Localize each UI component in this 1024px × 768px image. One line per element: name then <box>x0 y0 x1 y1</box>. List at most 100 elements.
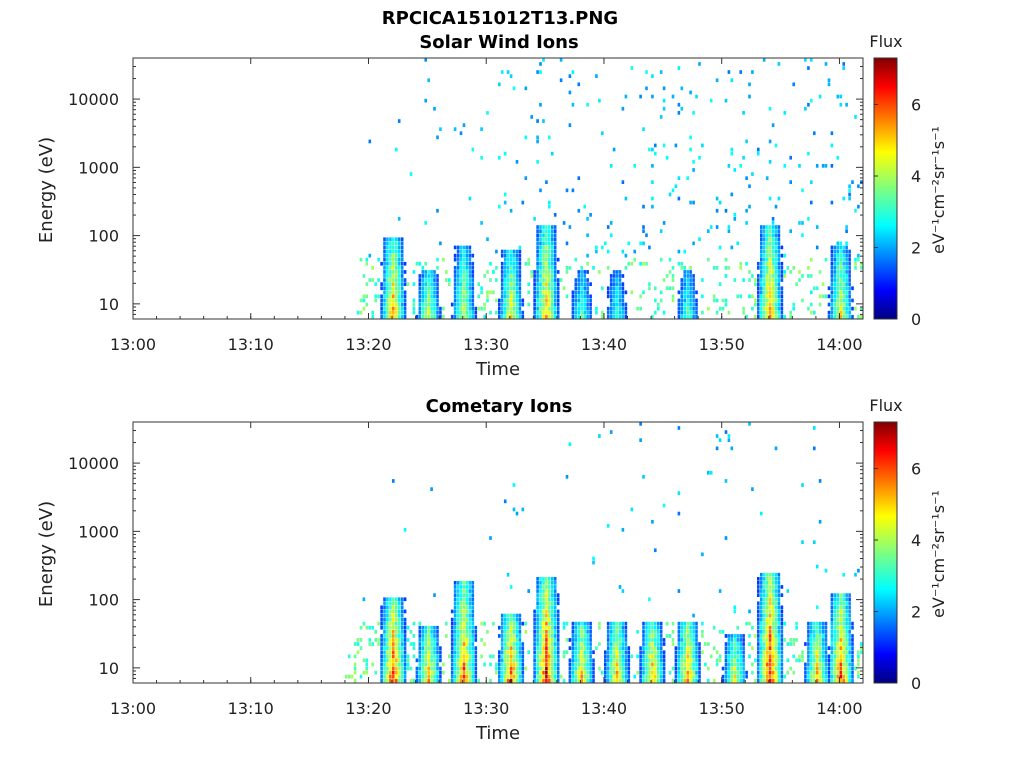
spectrogram-cell <box>389 261 392 266</box>
spectrogram-cell <box>545 674 548 679</box>
spectrogram-cell <box>500 298 504 303</box>
spectrogram-cell <box>686 634 689 638</box>
spectrogram-cell <box>551 625 554 630</box>
spectrogram-cell <box>421 282 425 286</box>
spectrogram-cell <box>730 78 734 83</box>
spectrogram-cell <box>400 286 404 291</box>
spectrogram-cell <box>386 605 389 610</box>
spectrogram-cell <box>377 642 380 646</box>
spectrogram-cell <box>539 621 542 626</box>
spectrogram-cell <box>615 674 619 679</box>
spectrogram-cell <box>768 286 772 291</box>
spectrogram-cell <box>677 66 681 70</box>
spectrogram-cell <box>609 282 613 286</box>
spectrogram-cell <box>518 613 522 618</box>
spectrogram-cell <box>503 650 507 655</box>
spectrogram-cell <box>765 625 769 630</box>
spectrogram-cell <box>430 630 433 634</box>
spectrogram-cell <box>500 306 504 311</box>
spectrogram-cell <box>777 225 781 229</box>
spectrogram-cell <box>857 670 860 675</box>
spectrogram-cell <box>851 674 854 679</box>
spectrogram-cell <box>636 306 639 311</box>
spectrogram-cell <box>701 630 704 634</box>
spectrogram-cell <box>577 658 581 663</box>
spectrogram-cell <box>757 662 760 667</box>
spectrogram-cell <box>539 625 542 630</box>
spectrogram-cell <box>680 654 684 659</box>
colorbar-unit: eV⁻¹cm⁻²sr⁻¹s⁻¹ <box>929 126 948 254</box>
spectrogram-cell <box>500 678 504 683</box>
spectrogram-cell <box>730 147 734 152</box>
spectrogram-cell <box>677 298 681 303</box>
spectrogram-cell <box>680 621 684 626</box>
spectrogram-cell <box>618 630 622 634</box>
spectrogram-cell <box>686 625 689 630</box>
spectrogram-cell <box>553 617 557 622</box>
spectrogram-cell <box>498 634 501 638</box>
spectrogram-cell <box>839 621 843 626</box>
spectrogram-cell <box>851 314 854 319</box>
spectrogram-cell <box>509 274 513 278</box>
spectrogram-cell <box>771 638 775 642</box>
spectrogram-cell <box>686 658 689 663</box>
spectrogram-cell <box>536 237 539 242</box>
spectrogram-cell <box>774 642 778 646</box>
spectrogram-cell <box>506 674 510 679</box>
spectrogram-cell <box>553 302 557 307</box>
spectrogram-cell <box>777 266 781 270</box>
spectrogram-cell <box>539 282 542 286</box>
spectrogram-cell <box>503 261 507 266</box>
spectrogram-cell <box>639 94 642 99</box>
spectrogram-cell <box>618 666 622 671</box>
spectrogram-cell <box>774 286 778 291</box>
spectrogram-cell <box>765 253 769 258</box>
spectrogram-cell <box>851 298 854 303</box>
spectrogram-cell <box>515 666 519 671</box>
spectrogram-cell <box>506 274 510 278</box>
spectrogram-cell <box>509 261 513 266</box>
spectrogram-cell <box>677 666 681 671</box>
spectrogram-cell <box>577 654 581 659</box>
spectrogram-cell <box>386 245 389 250</box>
spectrogram-cell <box>512 650 516 655</box>
spectrogram-cell <box>533 302 536 307</box>
spectrogram-cell <box>612 302 616 307</box>
spectrogram-cell <box>498 662 501 667</box>
spectrogram-cell <box>760 253 763 258</box>
spectrogram-cell <box>551 270 554 274</box>
spectrogram-cell <box>500 634 504 638</box>
spectrogram-cell <box>712 678 716 683</box>
spectrogram-cell <box>692 111 695 115</box>
spectrogram-cell <box>848 674 851 679</box>
spectrogram-cell <box>515 294 519 299</box>
spectrogram-cell <box>430 662 433 667</box>
spectrogram-cell <box>551 241 554 246</box>
spectrogram-cell <box>742 646 745 650</box>
spectrogram-cell <box>760 581 763 585</box>
spectrogram-cell <box>542 666 545 671</box>
spectrogram-cell <box>815 605 819 610</box>
spectrogram-cell <box>624 646 628 650</box>
spectrogram-cell <box>689 286 692 291</box>
spectrogram-cell <box>509 294 513 299</box>
spectrogram-cell <box>498 666 501 671</box>
spectrogram-cell <box>512 613 516 618</box>
spectrogram-cell <box>536 601 539 606</box>
spectrogram-cell <box>654 310 657 315</box>
spectrogram-cell <box>589 634 592 638</box>
spectrogram-cell <box>395 241 398 246</box>
spectrogram-cell <box>400 650 404 655</box>
spectrogram-cell <box>583 674 586 679</box>
spectrogram-cell <box>433 658 436 663</box>
spectrogram-cell <box>765 605 769 610</box>
spectrogram-cell <box>606 670 610 675</box>
spectrogram-cell <box>515 617 519 622</box>
spectrogram-cell <box>609 646 613 650</box>
spectrogram-cell <box>392 654 395 659</box>
spectrogram-cell <box>395 630 398 634</box>
spectrogram-cell <box>583 274 586 278</box>
spectrogram-cell <box>503 654 507 659</box>
spectrogram-cell <box>436 290 439 295</box>
spectrogram-cell <box>771 306 775 311</box>
